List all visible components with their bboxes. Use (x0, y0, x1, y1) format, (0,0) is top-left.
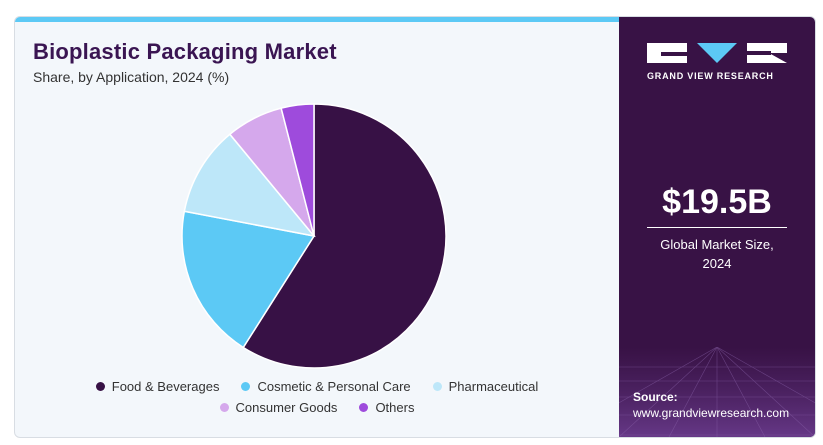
pie-slice-pharmaceutical (183, 133, 316, 238)
logo-r-icon (747, 43, 787, 63)
pie-chart (181, 103, 447, 369)
decorative-grid (619, 347, 815, 437)
value-divider (647, 227, 787, 228)
legend-item-pharmaceutical: Pharmaceutical (432, 379, 539, 394)
legend-row-1: Food & Beverages Cosmetic & Personal Car… (15, 379, 619, 394)
legend-item-cosmetic-personal-care: Cosmetic & Personal Care (241, 379, 411, 394)
chart-panel: Bioplastic Packaging Market Share, by Ap… (15, 17, 619, 437)
logo-g-icon (647, 43, 687, 63)
market-size-value: $19.5B (662, 183, 772, 221)
chart-card: Bioplastic Packaging Market Share, by Ap… (14, 16, 816, 438)
legend-swatch-others (359, 403, 369, 412)
source-url[interactable]: www.grandviewresearch.com (633, 406, 790, 420)
legend: Food & Beverages Cosmetic & Personal Car… (15, 379, 619, 421)
pie-slice-others (280, 103, 315, 237)
summary-panel: GRAND VIEW RESEARCH $19.5B Global Market… (619, 17, 815, 437)
legend-label-consumer-goods: Consumer Goods (235, 400, 338, 415)
brand-logo: GRAND VIEW RESEARCH (647, 43, 787, 81)
legend-item-consumer-goods: Consumer Goods (219, 400, 338, 415)
legend-label-food-beverages: Food & Beverages (111, 379, 220, 394)
legend-swatch-food-beverages (95, 382, 105, 391)
source-note: Source: www.grandviewresearch.com (633, 389, 789, 421)
market-size-label: Global Market Size, 2024 (619, 235, 815, 273)
legend-label-cosmetic-personal-care: Cosmetic & Personal Care (257, 379, 411, 394)
legend-item-others: Others (359, 400, 414, 415)
legend-row-2: Consumer Goods Others (15, 400, 619, 415)
pie-slice-food-beverages (242, 103, 447, 369)
logo-marks (647, 43, 787, 63)
source-label: Source: (633, 390, 678, 404)
market-size-label-line2: 2024 (702, 256, 732, 271)
accent-strip (15, 17, 619, 22)
chart-subtitle: Share, by Application, 2024 (%) (33, 69, 230, 85)
legend-swatch-pharmaceutical (432, 382, 442, 391)
brand-name: GRAND VIEW RESEARCH (647, 71, 774, 81)
legend-item-food-beverages: Food & Beverages (95, 379, 220, 394)
legend-label-pharmaceutical: Pharmaceutical (448, 379, 539, 394)
legend-swatch-cosmetic-personal-care (241, 382, 251, 391)
chart-title: Bioplastic Packaging Market (33, 39, 337, 64)
legend-swatch-consumer-goods (219, 403, 229, 412)
legend-label-others: Others (375, 400, 415, 415)
logo-v-icon (697, 43, 737, 63)
pie-slice-cosmetic-personal-care (181, 210, 316, 349)
market-size-label-line1: Global Market Size, (660, 237, 774, 252)
